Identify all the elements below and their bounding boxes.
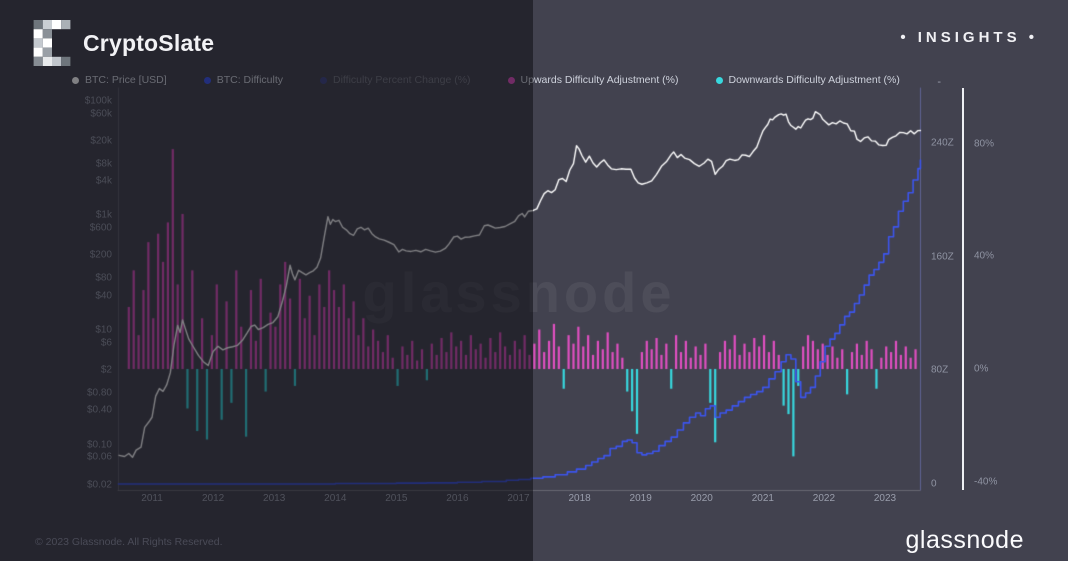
legend-item-btc-difficulty[interactable]: BTC: Difficulty <box>203 74 284 86</box>
year-tick-label: 2023 <box>873 493 897 504</box>
price-tick-label: $600 <box>89 222 112 234</box>
year-tick-label: 2021 <box>751 493 774 504</box>
chart-legend: BTC: Price [USD] BTC: Difficulty Difficult… <box>72 74 908 86</box>
year-tick-label: 2017 <box>507 493 530 504</box>
price-tick-label: $200 <box>89 249 112 261</box>
legend-dot-icon <box>715 76 723 84</box>
price-tick-label: $0.80 <box>86 387 112 399</box>
legend-item-downwards-difficulty-adjustment[interactable]: Downwards Difficulty Adjustment (%) <box>715 74 900 86</box>
price-tick-label: $60k <box>90 108 112 119</box>
year-tick-label: 2011 <box>141 493 163 504</box>
legend-dot-icon <box>203 76 211 84</box>
year-tick-label: 2022 <box>812 493 836 504</box>
difficulty-tick-label: 240Z <box>931 137 954 149</box>
difficulty-tick-label: 0 <box>931 478 937 490</box>
price-tick-label: $0.10 <box>86 439 112 451</box>
legend-item-label: BTC: Difficulty <box>216 74 284 86</box>
price-tick-label: $1k <box>95 209 112 221</box>
legend-item-upwards-difficulty-adjustment[interactable]: Upwards Difficulty Adjustment (%) <box>507 74 679 86</box>
price-tick-label: $8k <box>95 158 112 170</box>
year-tick-label: 2014 <box>324 493 347 504</box>
legend-dot-icon <box>72 76 79 84</box>
price-tick-label: $0.40 <box>86 404 112 416</box>
price-tick-label: $2 <box>100 364 112 376</box>
year-tick-label: 2016 <box>446 493 469 504</box>
price-tick-label: $0.02 <box>86 479 112 491</box>
price-tick-label: $0.06 <box>86 451 112 463</box>
price-tick-label: $80 <box>95 272 112 284</box>
price-tick-label: $6 <box>100 337 112 349</box>
legend-menu-dash[interactable]: - <box>937 76 941 88</box>
difficulty-tick-label: 80Z <box>931 364 949 376</box>
legend-item-btc-price-usd[interactable]: BTC: Price [USD] <box>72 74 167 86</box>
legend-dot-icon <box>507 76 515 84</box>
copyright-text: © 2023 Glassnode. All Rights Reserved. <box>35 536 223 548</box>
price-tick-label: $4k <box>95 175 112 187</box>
price-tick-label: $20k <box>90 135 112 147</box>
legend-item-label: Upwards Difficulty Adjustment (%) <box>520 74 679 86</box>
cryptoslate-brand: CryptoSlate <box>33 20 214 66</box>
percent-tick-label: -40% <box>974 476 998 488</box>
right-axis-separator <box>962 88 964 490</box>
price-tick-label: $40 <box>95 290 112 301</box>
percent-tick-label: 80% <box>974 138 995 149</box>
year-tick-label: 2013 <box>263 493 286 504</box>
year-tick-label: 2012 <box>201 493 225 504</box>
legend-item-label: Difficulty Percent Change (%) <box>333 74 471 86</box>
cryptoslate-logo-icon <box>33 20 71 66</box>
price-tick-label: $10 <box>95 324 112 336</box>
year-tick-label: 2015 <box>385 493 408 504</box>
percent-tick-label: 0% <box>974 363 989 375</box>
glassnode-watermark: glassnode <box>362 261 676 324</box>
legend-item-label: BTC: Price [USD] <box>85 74 167 86</box>
percent-tick-label: 40% <box>974 250 995 262</box>
difficulty-tick-label: 160Z <box>931 251 954 263</box>
glassnode-wordmark: glassnode <box>905 526 1024 554</box>
legend-item-difficulty-percent-change[interactable]: Difficulty Percent Change (%) <box>320 74 471 86</box>
year-tick-label: 2019 <box>629 493 652 504</box>
insights-badge: • INSIGHTS • <box>900 29 1038 46</box>
year-tick-label: 2020 <box>690 493 713 504</box>
legend-dot-icon <box>320 76 328 84</box>
legend-item-label: Downwards Difficulty Adjustment (%) <box>728 74 900 86</box>
brand-title: CryptoSlate <box>83 29 215 56</box>
year-tick-label: 2018 <box>568 493 591 504</box>
price-tick-label: $100k <box>84 95 112 107</box>
